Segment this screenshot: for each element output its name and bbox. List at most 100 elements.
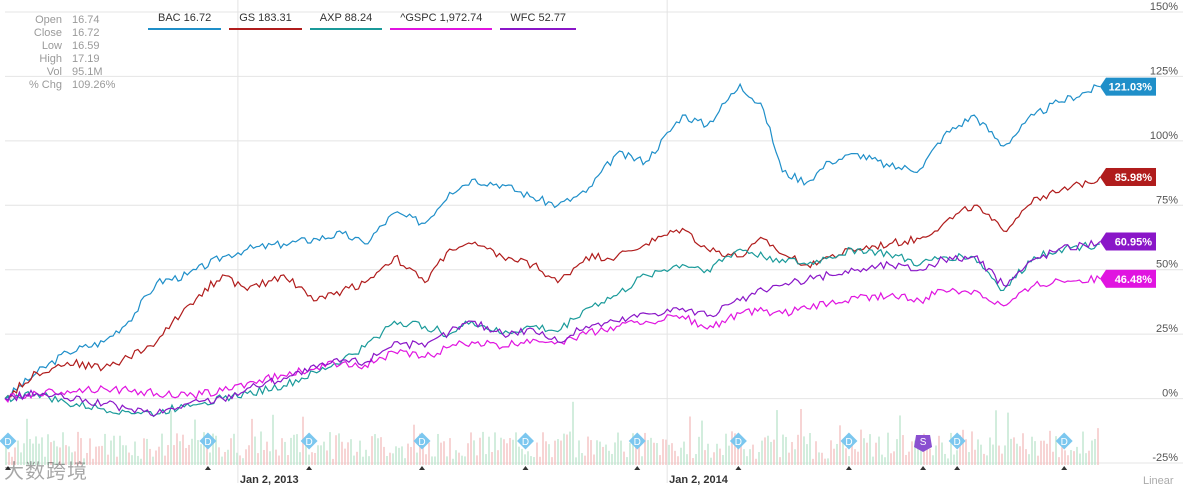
volume-bar — [89, 438, 91, 465]
volume-bar — [797, 434, 799, 465]
volume-bar — [578, 440, 580, 465]
dividend-marker-shape — [948, 432, 966, 450]
volume-bar — [86, 452, 88, 465]
stat-high: High 17.19 — [0, 53, 130, 66]
volume-bar — [362, 456, 364, 465]
volume-bar — [569, 431, 571, 465]
volume-bar — [179, 441, 181, 465]
event-marker-dividend[interactable]: D — [413, 432, 431, 470]
end-value-badges: 121.03% 85.98% 46.48% 60.95% — [1100, 77, 1156, 288]
volume-bar — [326, 450, 328, 465]
volume-bar — [1046, 443, 1048, 465]
volume-bar — [1064, 450, 1066, 465]
dividend-marker-shape — [840, 432, 858, 450]
legend-item-wfc[interactable]: WFC 52.77 — [500, 9, 577, 30]
event-marker-dividend[interactable]: D — [517, 432, 534, 470]
volume-bar — [41, 437, 43, 465]
volume-bar — [593, 454, 595, 465]
volume-bar — [230, 438, 232, 465]
volume-bar — [209, 452, 211, 465]
scale-type-label[interactable]: Linear — [1143, 475, 1174, 487]
volume-bar — [842, 442, 844, 465]
volume-bar — [224, 451, 226, 465]
watermark-logo: 大数跨境 — [4, 461, 88, 483]
event-marker-dividend[interactable]: D — [729, 432, 747, 470]
series-line-gs — [4, 176, 1101, 400]
volume-bar — [8, 452, 10, 465]
event-marker-dividend[interactable]: D — [628, 432, 646, 470]
volume-bar — [272, 414, 274, 465]
stat-pct-chg: % Chg 109.26% — [0, 79, 130, 92]
stat-label: High — [39, 53, 62, 65]
legend-item-axp[interactable]: AXP 88.24 — [309, 9, 383, 30]
volume-bar — [551, 457, 553, 465]
volume-bar — [566, 434, 568, 465]
legend-item-gspc[interactable]: ^GSPC 1,972.74 — [390, 9, 493, 30]
y-tick-label: 0% — [1162, 388, 1178, 400]
volume-bar — [1052, 451, 1054, 465]
stat-vol: Vol 95.1M — [0, 66, 130, 79]
volume-bar — [689, 416, 691, 465]
volume-bar — [851, 437, 853, 465]
event-marker-split[interactable]: S — [914, 435, 933, 470]
event-marker-label: S — [920, 437, 927, 448]
volume-bar — [722, 455, 724, 465]
volume-bar — [80, 438, 82, 465]
volume-bar — [764, 437, 766, 465]
volume-bar — [908, 451, 910, 465]
volume-bar — [818, 452, 820, 465]
volume-bar — [23, 443, 25, 465]
volume-bar — [1019, 446, 1021, 465]
volume-bar — [329, 432, 331, 465]
volume-bar — [167, 445, 169, 465]
volume-bar — [935, 445, 937, 465]
volume-bar — [890, 453, 892, 465]
volume-bar — [824, 458, 826, 465]
event-marker-dividend[interactable]: D — [948, 432, 966, 470]
volume-bar — [866, 442, 868, 465]
legend-item-gs[interactable]: GS 183.31 — [229, 9, 302, 30]
volume-bar — [1013, 437, 1015, 465]
event-marker-label: D — [735, 437, 742, 448]
volume-bar — [146, 438, 148, 465]
event-marker-dividend[interactable]: D — [199, 432, 217, 470]
event-marker-dividend[interactable]: D — [300, 432, 318, 470]
volume-bar — [401, 446, 403, 465]
volume-bar — [323, 441, 325, 465]
volume-bar — [1079, 453, 1081, 465]
volume-bar — [860, 429, 862, 465]
volume-bar — [626, 457, 628, 465]
event-marker-dividend[interactable]: D — [840, 432, 858, 470]
event-tick — [735, 466, 742, 470]
volume-bar — [521, 448, 523, 465]
legend-item-bac[interactable]: BAC 16.72 — [148, 9, 222, 30]
volume-bar — [965, 439, 967, 465]
event-tick — [5, 466, 11, 470]
volume-bar — [491, 452, 493, 465]
volume-bar — [917, 437, 919, 465]
volume-bar — [884, 457, 886, 465]
volume-bar — [932, 455, 934, 465]
volume-bar — [893, 451, 895, 465]
volume-bar — [503, 439, 505, 465]
volume-bar — [605, 444, 607, 465]
volume-bar — [1091, 440, 1093, 465]
volume-bar — [887, 432, 889, 465]
volume-bar — [845, 448, 847, 465]
volume-bar — [620, 440, 622, 465]
volume-bar — [254, 436, 256, 465]
volume-bar — [587, 436, 589, 465]
y-tick-label: 50% — [1156, 259, 1178, 271]
volume-bar — [515, 432, 517, 465]
grid-lines — [5, 0, 1183, 483]
volume-bar — [632, 433, 634, 465]
volume-bar — [584, 455, 586, 465]
volume-bar — [407, 443, 409, 465]
volume-bar — [1085, 453, 1087, 465]
volume-bar — [611, 453, 613, 465]
volume-bar — [1016, 443, 1018, 465]
event-tick — [1061, 466, 1068, 470]
volume-bar — [194, 419, 196, 465]
volume-bar — [956, 450, 958, 465]
